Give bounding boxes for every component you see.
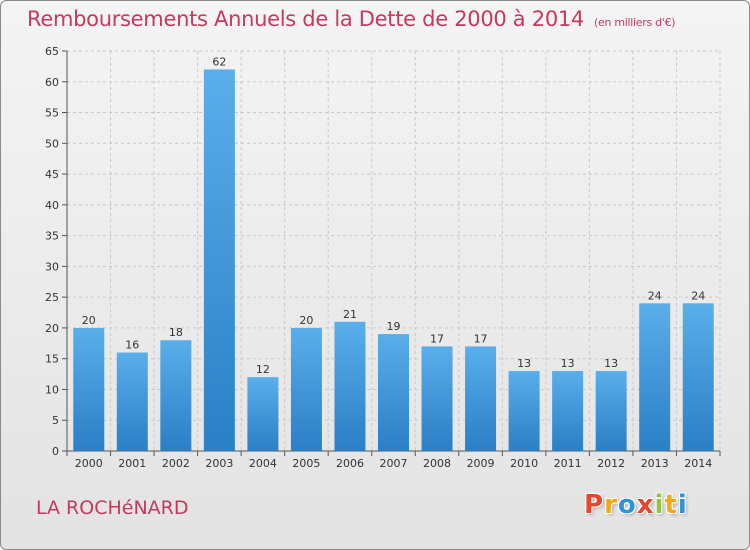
x-tick-label: 2001	[118, 457, 146, 470]
data-label-2000: 20	[82, 314, 96, 327]
x-tick-label: 2010	[510, 457, 538, 470]
bar-2011[interactable]	[552, 371, 584, 451]
x-tick-label: 2006	[336, 457, 364, 470]
y-tick-label: 30	[45, 260, 59, 273]
bar-2002[interactable]	[160, 340, 192, 451]
y-tick-label: 45	[45, 168, 59, 181]
x-tick-label: 2008	[423, 457, 451, 470]
chart-title: Remboursements Annuels de la Dette de 20…	[27, 7, 675, 31]
bar-2000[interactable]	[73, 327, 105, 451]
x-tick-label: 2013	[641, 457, 669, 470]
y-tick-label: 5	[52, 414, 59, 427]
y-tick-label: 50	[45, 137, 59, 150]
data-label-2006: 21	[343, 308, 357, 321]
data-label-2010: 13	[517, 357, 531, 370]
data-label-2007: 19	[387, 320, 401, 333]
x-tick-label: 2012	[597, 457, 625, 470]
bar-2003[interactable]	[203, 69, 235, 451]
proxiti-logo[interactable]: Proxiti	[584, 490, 688, 520]
data-label-2011: 13	[561, 357, 575, 370]
logo-letter: x	[636, 490, 655, 520]
data-label-2014: 24	[691, 289, 705, 302]
y-tick-label: 60	[45, 76, 59, 89]
grid-lines	[67, 50, 721, 451]
x-tick-label: 2007	[380, 457, 408, 470]
y-tick-label: 65	[45, 45, 59, 58]
logo-letter: i	[677, 490, 688, 520]
data-label-2005: 20	[299, 314, 313, 327]
x-tick-label: 2011	[554, 457, 582, 470]
bar-2005[interactable]	[290, 327, 322, 451]
data-label-2001: 16	[125, 339, 139, 352]
bar-2001[interactable]	[116, 352, 148, 451]
data-label-2008: 17	[430, 332, 444, 345]
x-tick-label: 2014	[684, 457, 712, 470]
data-label-2013: 24	[648, 289, 662, 302]
bar-2012[interactable]	[595, 371, 627, 451]
data-labels: 20 16 18 62 12 20 21 19 17 17 13 13 13 24 24	[82, 55, 705, 376]
axes: 0 5 10 15 20 25 30 35 40 45 50 55 60 65 2000 2001 2002 20…	[45, 45, 721, 470]
logo-letter: r	[604, 490, 618, 520]
data-label-2012: 13	[604, 357, 618, 370]
y-tick-label: 25	[45, 291, 59, 304]
x-tick-label: 2004	[249, 457, 277, 470]
logo-letter: o	[617, 490, 637, 520]
bar-2009[interactable]	[465, 346, 497, 451]
bar-2014[interactable]	[682, 303, 714, 451]
logo-letter: P	[584, 490, 605, 520]
logo-letter: i	[654, 490, 665, 520]
bar-2013[interactable]	[639, 303, 671, 451]
bars	[73, 69, 714, 451]
y-tick-label: 10	[45, 383, 59, 396]
y-tick-label: 20	[45, 322, 59, 335]
data-label-2009: 17	[474, 332, 488, 345]
y-tick-label: 55	[45, 107, 59, 120]
y-tick-label: 15	[45, 353, 59, 366]
commune-name: LA ROCHéNARD	[36, 497, 189, 519]
x-tick-label: 2000	[75, 457, 103, 470]
x-tick-label: 2002	[162, 457, 190, 470]
title-text: Remboursements Annuels de la Dette de 20…	[27, 7, 584, 31]
x-tick-label: 2009	[467, 457, 495, 470]
data-label-2004: 12	[256, 363, 270, 376]
bar-2007[interactable]	[378, 334, 409, 451]
data-label-2002: 18	[169, 326, 183, 339]
y-tick-label: 35	[45, 230, 59, 243]
y-tick-label: 40	[45, 199, 59, 212]
unit-note: (en milliers d'€)	[594, 16, 676, 29]
bar-2008[interactable]	[421, 346, 453, 451]
bar-2010[interactable]	[508, 371, 540, 451]
bar-2004[interactable]	[247, 377, 279, 451]
x-tick-label: 2003	[205, 457, 233, 470]
logo-letter: t	[664, 490, 678, 520]
y-tick-label: 0	[52, 445, 59, 458]
x-tick-label: 2005	[292, 457, 320, 470]
bar-2006[interactable]	[334, 321, 366, 451]
data-label-2003: 62	[212, 55, 226, 68]
